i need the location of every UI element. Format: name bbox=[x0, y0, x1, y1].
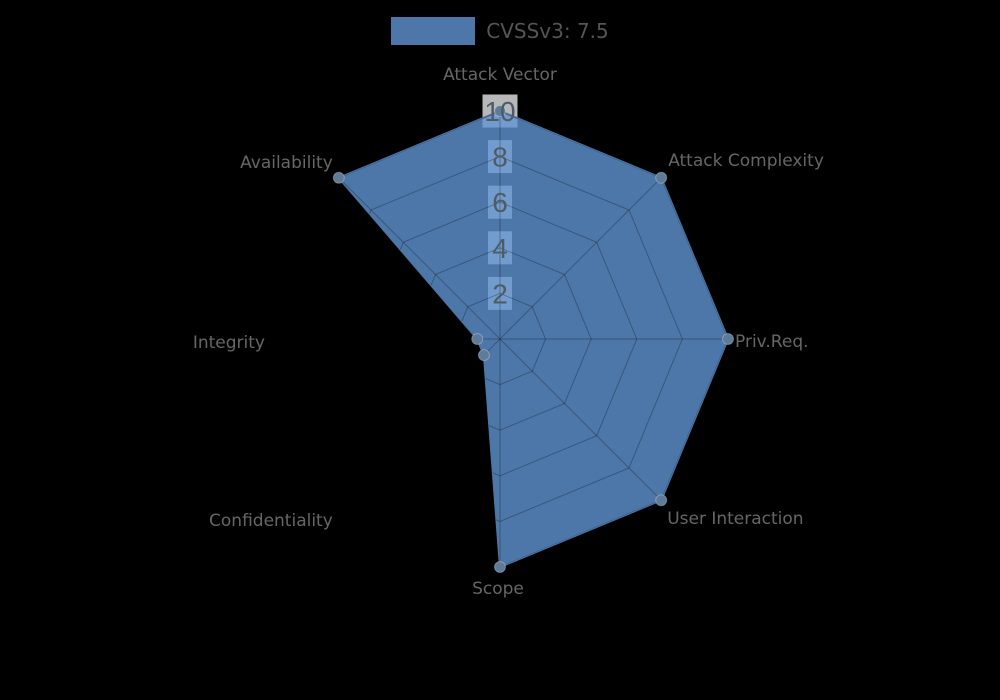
axis-label-availability: Availability bbox=[240, 153, 333, 173]
axis-label-user-interaction: User Interaction bbox=[667, 509, 803, 529]
tick-label-6: 6 bbox=[492, 187, 508, 218]
axis-label-confidentiality: Confidentiality bbox=[209, 511, 333, 531]
legend-item[interactable]: CVSSv3: 7.5 bbox=[0, 17, 1000, 45]
marker-attack-complexity bbox=[655, 171, 668, 184]
tick-label-8: 8 bbox=[492, 142, 508, 173]
axis-label-attack-complexity: Attack Complexity bbox=[668, 151, 824, 171]
tick-labels: 2 4 6 8 10 bbox=[484, 96, 515, 309]
grid-spoke-availability bbox=[338, 177, 501, 340]
series-markers bbox=[332, 105, 734, 573]
axis-label-scope: Scope bbox=[472, 579, 524, 599]
axis-label-priv-req: Priv.Req. bbox=[735, 332, 809, 352]
grid-ring-10 bbox=[338, 111, 728, 567]
tick-label-4: 4 bbox=[492, 233, 508, 264]
marker-priv-req bbox=[722, 333, 734, 345]
marker-availability bbox=[332, 171, 345, 184]
marker-user-interaction bbox=[655, 494, 668, 507]
legend-swatch bbox=[391, 17, 476, 45]
legend-label: CVSSv3: 7.5 bbox=[486, 19, 609, 43]
marker-scope bbox=[494, 561, 506, 573]
marker-integrity bbox=[471, 333, 484, 345]
marker-attack-vector bbox=[494, 105, 506, 117]
axis-labels: Attack Vector Attack Complexity Priv.Req. U… bbox=[193, 65, 824, 599]
marker-confidentiality bbox=[477, 349, 490, 362]
tick-label-10: 10 bbox=[484, 96, 515, 127]
grid-spoke-user-interaction bbox=[499, 338, 662, 501]
grid-ring-2 bbox=[453, 292, 547, 386]
axis-label-attack-vector: Attack Vector bbox=[443, 65, 557, 85]
grid-spoke-confidentiality bbox=[338, 338, 501, 501]
grid-spoke-attack-complexity bbox=[499, 177, 662, 340]
axis-label-integrity: Integrity bbox=[193, 333, 265, 353]
tick-label-2: 2 bbox=[492, 278, 508, 309]
